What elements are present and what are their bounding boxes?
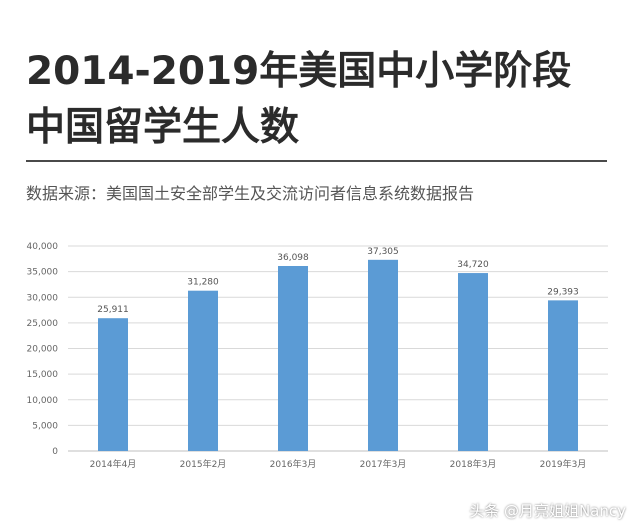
bar-value-label: 34,720: [457, 260, 489, 270]
y-tick-label: 0: [52, 447, 58, 457]
y-tick-label: 10,000: [27, 396, 59, 406]
bars: [98, 259, 578, 451]
bar: [278, 265, 308, 451]
x-tick-label: 2016年3月: [270, 458, 317, 470]
title-line-1: 2014-2019年美国中小学阶段: [26, 49, 572, 94]
bar: [188, 290, 218, 451]
x-tick-label: 2014年4月: [90, 458, 137, 470]
y-axis-ticks: 0 5,000 10,000 15,000 20,000 25,000 30,000 35,0…: [27, 242, 59, 457]
x-tick-label: 2018年3月: [450, 458, 497, 470]
bar: [368, 259, 398, 451]
gridlines: [68, 245, 608, 452]
data-labels: 25,911 31,280 36,098 37,305 34,720 29,393: [97, 247, 579, 315]
bar: [548, 300, 578, 451]
bar: [458, 273, 488, 451]
page-title: 2014-2019年美国中小学阶段 中国留学生人数: [26, 44, 571, 156]
y-tick-label: 15,000: [27, 370, 59, 380]
bar-value-label: 29,393: [547, 287, 579, 297]
x-tick-label: 2019年3月: [540, 458, 587, 470]
y-tick-label: 5,000: [32, 421, 58, 431]
title-line-2: 中国留学生人数: [26, 105, 300, 150]
bar-value-label: 31,280: [187, 278, 219, 288]
y-tick-label: 20,000: [27, 345, 59, 355]
bar-value-label: 25,911: [97, 305, 129, 315]
data-source-note: 数据来源：美国国土安全部学生及交流访问者信息系统数据报告: [26, 184, 475, 203]
bar-value-label: 37,305: [367, 247, 399, 257]
title-divider: [26, 160, 607, 162]
y-tick-label: 25,000: [27, 319, 59, 329]
x-tick-label: 2015年2月: [180, 458, 227, 470]
bar-value-label: 36,098: [277, 253, 309, 263]
x-tick-label: 2017年3月: [360, 458, 407, 470]
x-axis-ticks: 2014年4月 2015年2月 2016年3月 2017年3月 2018年3月 2019年…: [90, 458, 587, 470]
bar-chart: 0 5,000 10,000 15,000 20,000 25,000 30,000 35,0…: [27, 242, 608, 470]
y-tick-label: 30,000: [27, 293, 59, 303]
watermark: 头条 @月亮姐姐Nancy: [469, 502, 626, 520]
bar: [98, 318, 128, 451]
y-tick-label: 35,000: [27, 268, 59, 278]
y-tick-label: 40,000: [27, 242, 59, 252]
